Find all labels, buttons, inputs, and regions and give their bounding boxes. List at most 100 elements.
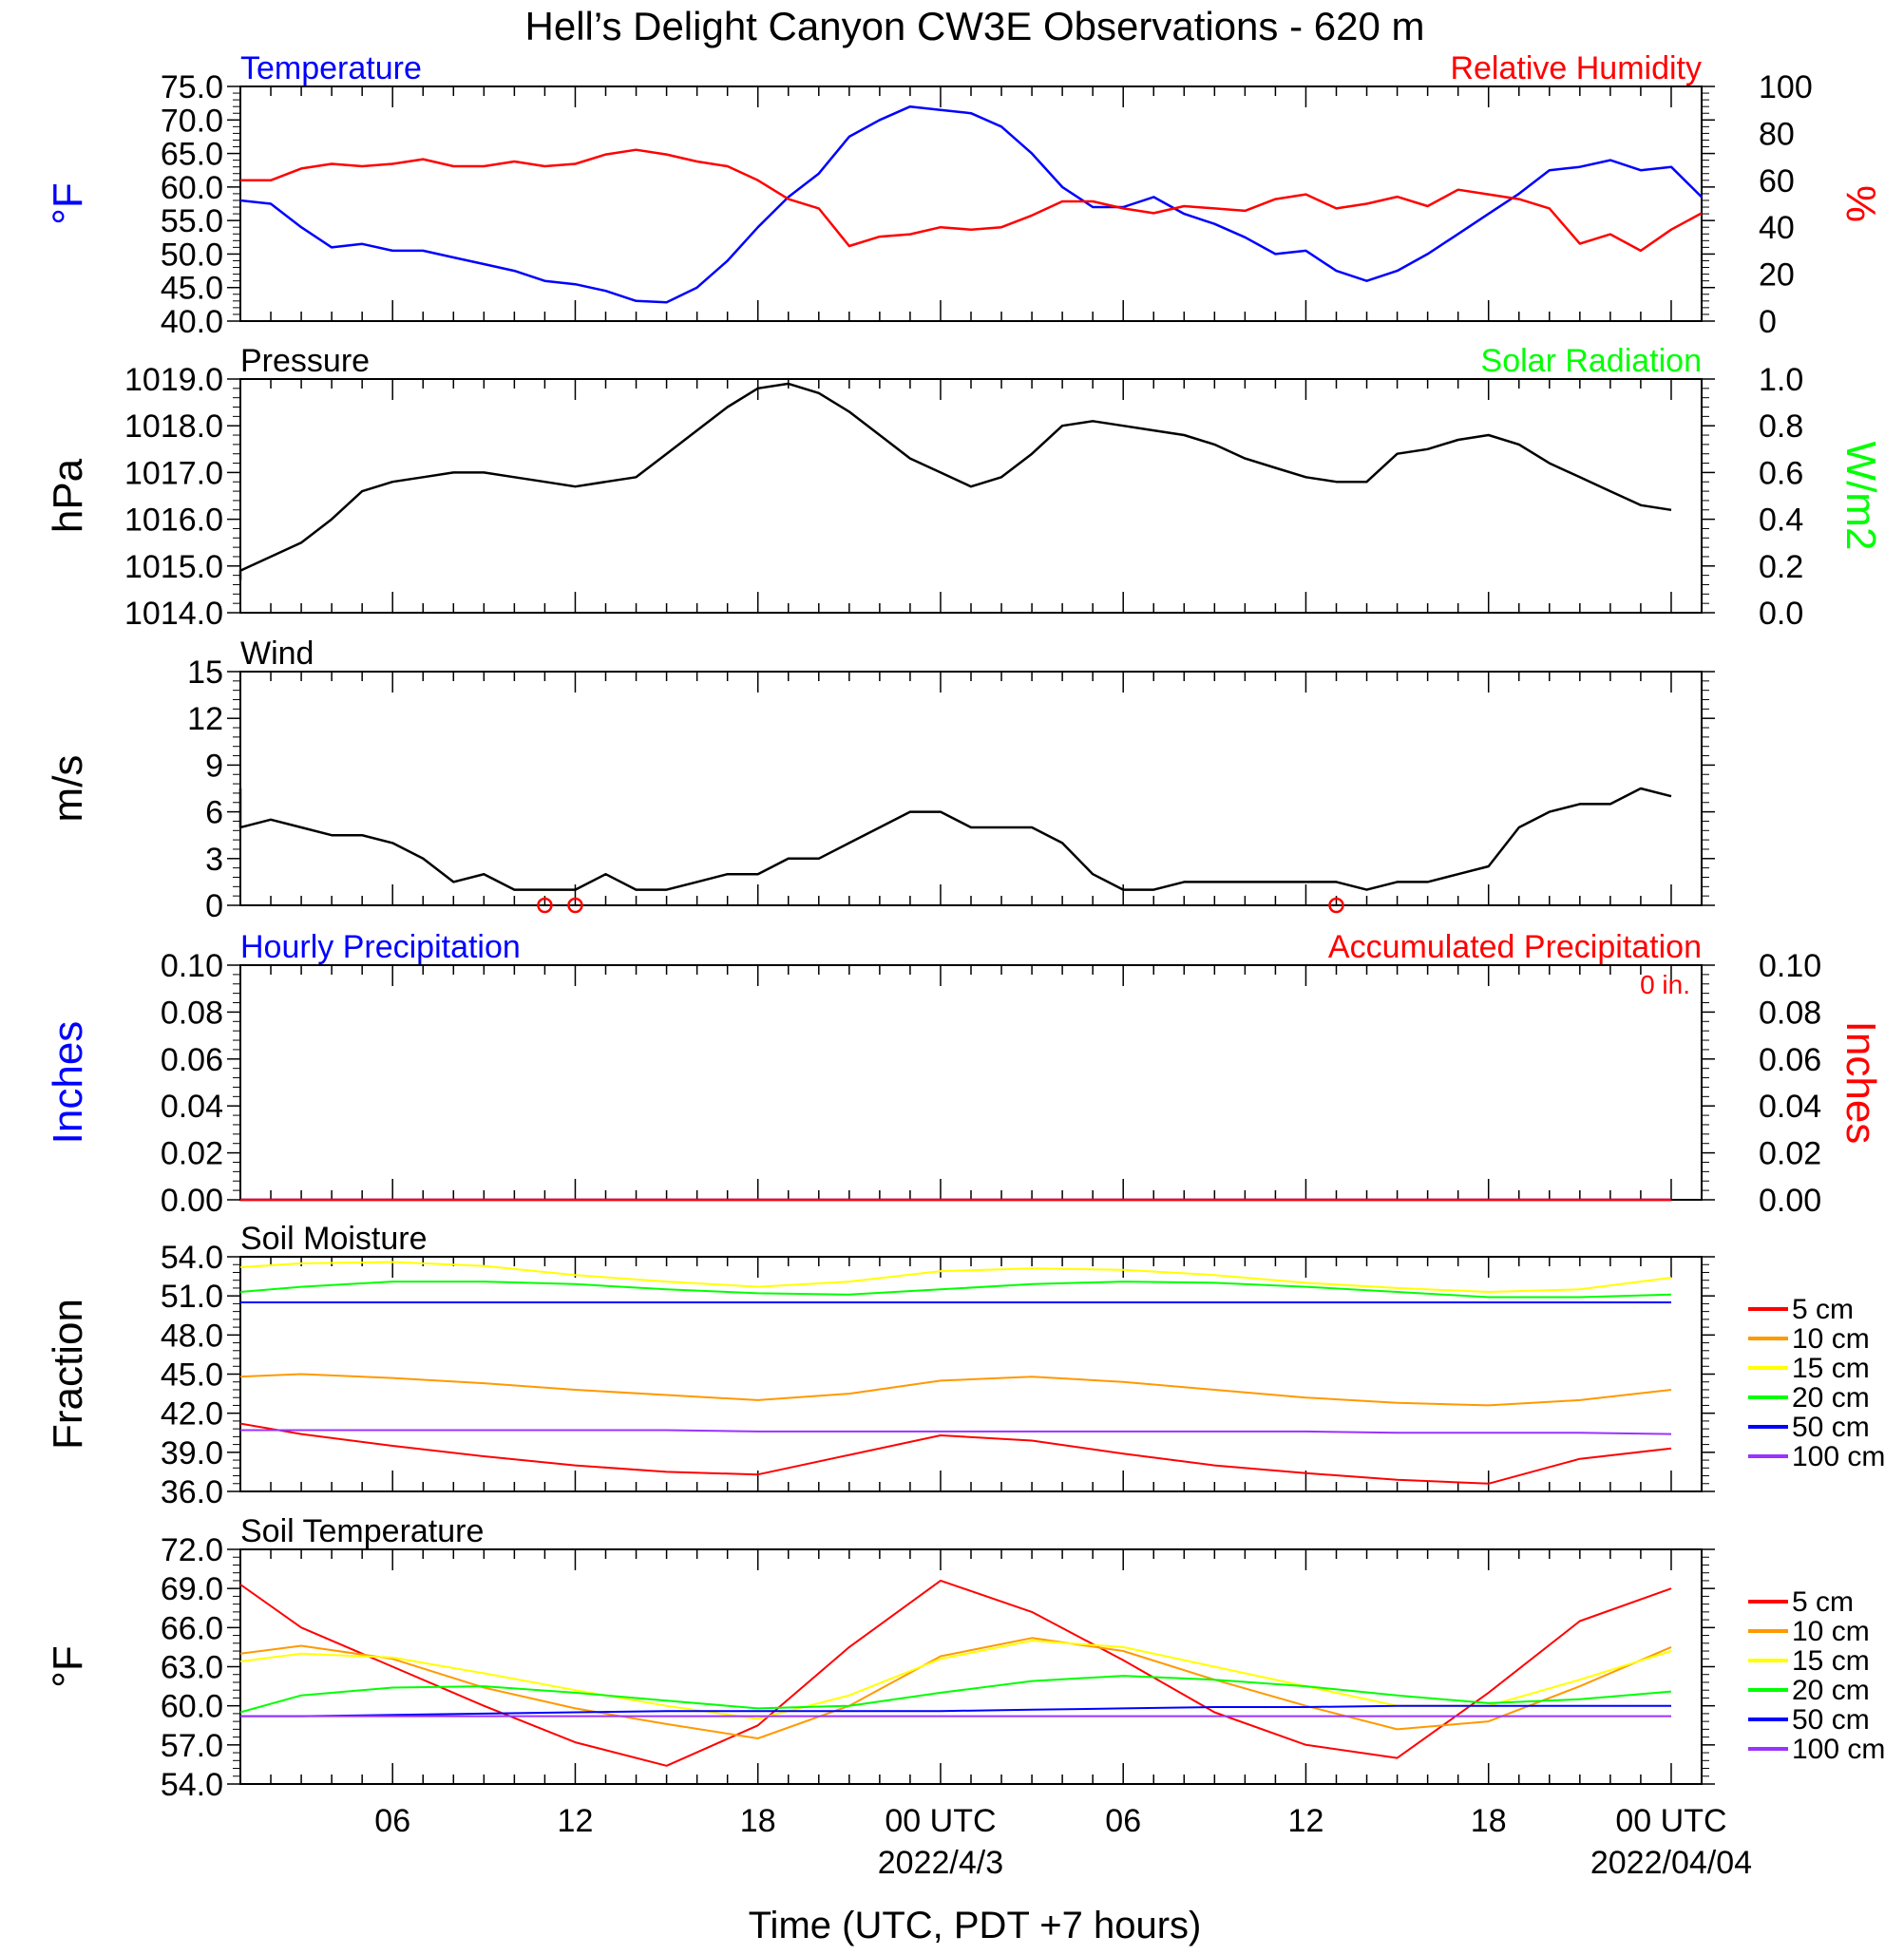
legend-entry: 15 cm	[1792, 1645, 1870, 1677]
panel-4: 0.10 0.08 0.06 0.04 0.02 0.00 0.10 0.08 0.06 0.04…	[45, 929, 1884, 1219]
legend-entry: 100 cm	[1792, 1441, 1885, 1472]
y-tick-label-left: 1019.0	[124, 362, 223, 398]
x-tick-label: 12	[558, 1803, 594, 1839]
y-tick-label-left: 1017.0	[124, 455, 223, 491]
y-tick-label-left: 3	[205, 842, 223, 878]
series-line-10-cm	[239, 1637, 1672, 1739]
series-line-pressure	[238, 382, 1672, 580]
calm-wind-marker	[567, 897, 583, 914]
y-tick-label-left: 48.0	[161, 1318, 223, 1354]
y-tick-label-right: 0.6	[1759, 455, 1803, 491]
series-line-15-cm	[239, 1261, 1672, 1293]
panel-title-left: Soil Moisture	[240, 1221, 428, 1257]
y-axis-label-left: °F	[45, 182, 91, 224]
y-tick-label-left: 50.0	[161, 237, 223, 273]
series-line-100-cm	[240, 1429, 1672, 1435]
legend-entry: 100 cm	[1792, 1734, 1885, 1765]
series-line-20-cm	[239, 1281, 1672, 1299]
y-axis-label-left: hPa	[45, 458, 91, 533]
y-tick-label-right: 0.00	[1759, 1183, 1821, 1219]
y-tick-label-left: 40.0	[161, 304, 223, 340]
y-tick-label-left: 1016.0	[124, 503, 223, 539]
y-tick-label-left: 70.0	[161, 103, 223, 139]
y-tick-label-left: 60.0	[161, 170, 223, 206]
series-line-5-cm	[239, 1422, 1672, 1485]
y-tick-label-left: 0.00	[161, 1183, 223, 1219]
y-axis-label-left: Inches	[45, 1021, 91, 1145]
x-tick-label: 06	[1105, 1803, 1141, 1839]
y-tick-label-left: 0.04	[161, 1089, 223, 1125]
y-tick-label-right: 0.10	[1759, 948, 1821, 984]
legend-entry: 15 cm	[1792, 1353, 1870, 1384]
y-tick-label-right: 1.0	[1759, 362, 1803, 398]
y-tick-label-left: 12	[187, 701, 223, 737]
panel-5: 54.051.048.045.042.039.036.0 Soil Moistur…	[45, 1221, 1885, 1510]
series-line-5-cm	[239, 1579, 1672, 1767]
y-axis-label-right: W/m2	[1837, 442, 1884, 551]
y-tick-label-left: 0.02	[161, 1136, 223, 1172]
y-tick-label-right: 60	[1759, 163, 1795, 199]
x-tick-label: 18	[740, 1803, 776, 1839]
y-axis-label-left: Fraction	[45, 1299, 91, 1450]
y-tick-label-right: 0	[1759, 304, 1777, 340]
x-axis-label: Time (UTC, PDT +7 hours)	[749, 1905, 1202, 1946]
panel-title-left: Soil Temperature	[240, 1513, 484, 1549]
panel-3: 15 12 9 6 3 0 Wind m/s	[45, 636, 1715, 924]
y-tick-label-left: 51.0	[161, 1279, 223, 1315]
legend-entry: 20 cm	[1792, 1382, 1870, 1414]
panel-title-left: Temperature	[240, 50, 422, 86]
y-tick-label-left: 45.0	[161, 1357, 223, 1394]
y-tick-label-right: 0.8	[1759, 408, 1803, 445]
y-axis-label-left: m/s	[45, 755, 91, 823]
y-tick-label-left: 0.08	[161, 995, 223, 1031]
series-line-temperature	[239, 104, 1703, 304]
y-tick-label-left: 0	[205, 888, 223, 924]
panel-title-left: Hourly Precipitation	[240, 929, 521, 965]
legend-entry: 50 cm	[1792, 1412, 1870, 1443]
panels-group: 75.070.065.060.055.050.045.040.010080604…	[45, 50, 1885, 1881]
legend-entry: 20 cm	[1792, 1675, 1870, 1706]
x-date-label: 2022/4/3	[878, 1845, 1003, 1881]
legend-entry: 10 cm	[1792, 1323, 1870, 1355]
y-tick-label-right: 0.0	[1759, 596, 1803, 632]
y-tick-label-left: 60.0	[161, 1689, 223, 1725]
legend-entry: 5 cm	[1792, 1586, 1854, 1618]
y-tick-label-left: 0.06	[161, 1042, 223, 1078]
panel-title-right: Relative Humidity	[1450, 50, 1702, 86]
legend-entry: 50 cm	[1792, 1704, 1870, 1736]
y-tick-label-left: 15	[187, 655, 223, 691]
series-line-relative-humidity	[240, 148, 1703, 253]
panel-1: 75.070.065.060.055.050.045.040.0 100 80 60 4…	[45, 50, 1884, 340]
y-tick-label-left: 45.0	[161, 271, 223, 307]
calm-wind-marker	[1328, 897, 1344, 914]
y-axis-label-right: Inches	[1837, 1021, 1884, 1145]
x-tick-label: 00 UTC	[885, 1803, 996, 1839]
legend-entry: 10 cm	[1792, 1616, 1870, 1647]
figure-title: Hell’s Delight Canyon CW3E Observations …	[525, 4, 1425, 48]
x-tick-label: 18	[1471, 1803, 1507, 1839]
y-tick-label-left: 9	[205, 748, 223, 784]
y-tick-label-right: 20	[1759, 257, 1795, 294]
y-tick-label-left: 54.0	[161, 1240, 223, 1276]
panel-annotation: 0 in.	[1640, 970, 1690, 999]
y-tick-label-left: 75.0	[161, 69, 223, 105]
y-tick-label-left: 65.0	[161, 137, 223, 173]
y-tick-label-left: 57.0	[161, 1728, 223, 1764]
y-tick-label-left: 63.0	[161, 1650, 223, 1686]
x-tick-label: 00 UTC	[1615, 1803, 1726, 1839]
y-tick-label-left: 54.0	[161, 1767, 223, 1803]
y-tick-label-left: 1018.0	[124, 408, 223, 445]
series-line-20-cm	[239, 1675, 1672, 1714]
y-tick-label-right: 80	[1759, 116, 1795, 152]
y-tick-label-left: 1014.0	[124, 596, 223, 632]
series-line-50-cm	[240, 1704, 1671, 1718]
y-tick-label-right: 0.04	[1759, 1089, 1821, 1125]
legend-entry: 5 cm	[1792, 1294, 1854, 1325]
y-axis-label-left: °F	[45, 1645, 91, 1687]
y-tick-label-left: 1015.0	[124, 549, 223, 585]
y-tick-label-right: 40	[1759, 210, 1795, 246]
series-line-10-cm	[239, 1373, 1672, 1407]
y-tick-label-right: 0.4	[1759, 503, 1803, 539]
panel-title-left: Pressure	[240, 343, 370, 379]
